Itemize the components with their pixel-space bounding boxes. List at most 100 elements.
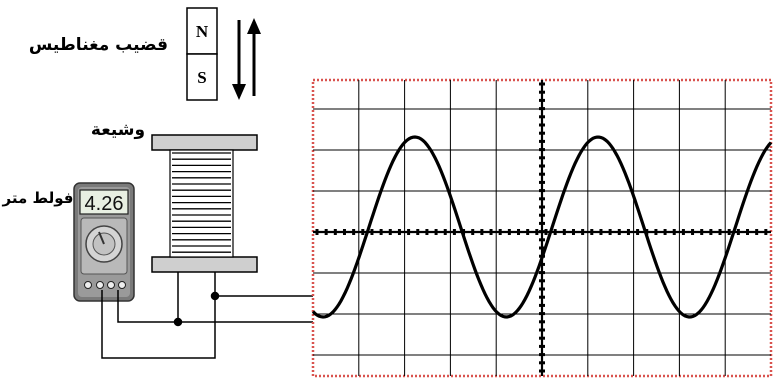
- wire-junction-right: [210, 291, 220, 301]
- axis-tick: [498, 229, 502, 235]
- voltmeter-display: [79, 189, 129, 215]
- axis-tick: [709, 229, 713, 235]
- axis-tick: [480, 229, 484, 235]
- axis-tick: [539, 361, 545, 365]
- up-arrow-icon: [247, 18, 261, 96]
- magnet-north-letter: N: [196, 22, 209, 41]
- axis-tick: [535, 229, 539, 235]
- axis-tick: [425, 229, 429, 235]
- coil: [151, 134, 258, 273]
- axis-tick: [324, 229, 328, 235]
- axis-tick: [539, 123, 545, 127]
- axis-tick: [755, 229, 759, 235]
- coil-label: وشيعة: [91, 120, 145, 140]
- axis-tick: [539, 82, 545, 86]
- axis-tick: [539, 238, 545, 242]
- axis-tick: [539, 246, 545, 250]
- axis-tick: [539, 336, 545, 340]
- axis-tick: [539, 180, 545, 184]
- voltmeter-terminals: [84, 281, 126, 289]
- axis-tick: [539, 221, 545, 225]
- axis-tick: [746, 229, 750, 235]
- axis-tick: [608, 229, 612, 235]
- wire-meter-b: [101, 290, 216, 359]
- axis-tick: [471, 229, 475, 235]
- axis-tick: [315, 229, 319, 235]
- axis-tick: [539, 295, 545, 299]
- magnet-label: قضيب مغناطيس: [29, 35, 168, 55]
- axis-tick: [764, 229, 768, 235]
- voltmeter-label: فولط متر: [2, 189, 74, 207]
- axis-tick: [544, 229, 548, 235]
- axis-tick: [727, 229, 731, 235]
- axis-tick: [539, 320, 545, 324]
- wire-junction-left: [173, 317, 183, 327]
- axis-tick: [489, 229, 493, 235]
- axis-tick: [416, 229, 420, 235]
- axis-tick: [539, 107, 545, 111]
- axis-tick: [539, 139, 545, 143]
- axis-tick: [539, 271, 545, 275]
- axis-tick: [691, 229, 695, 235]
- axis-tick: [654, 229, 658, 235]
- magnet-south-block: [186, 53, 218, 101]
- coil-core: [169, 149, 234, 258]
- coil-windings: [172, 152, 231, 253]
- axis-tick: [388, 229, 392, 235]
- axis-tick: [571, 229, 575, 235]
- axis-tick: [539, 189, 545, 193]
- axis-tick: [539, 287, 545, 291]
- axis-tick: [539, 131, 545, 135]
- axis-tick: [636, 229, 640, 235]
- axis-tick: [681, 229, 685, 235]
- axis-tick: [407, 229, 411, 235]
- axis-tick: [526, 229, 530, 235]
- down-arrow-icon: [232, 20, 246, 100]
- axis-tick: [626, 229, 630, 235]
- axis-tick: [539, 369, 545, 373]
- axis-tick: [539, 213, 545, 217]
- axis-tick: [539, 353, 545, 357]
- axis-tick: [539, 279, 545, 283]
- axis-tick: [517, 229, 521, 235]
- sine-wave-trace: [311, 135, 773, 319]
- coil-top-plate: [151, 134, 258, 151]
- axis-tick: [539, 344, 545, 348]
- axis-tick: [397, 229, 401, 235]
- axis-tick: [700, 229, 704, 235]
- axis-tick: [539, 115, 545, 119]
- axis-tick: [452, 229, 456, 235]
- axis-tick: [718, 229, 722, 235]
- axis-tick: [539, 90, 545, 94]
- axis-tick: [539, 172, 545, 176]
- axis-tick: [361, 229, 365, 235]
- axis-tick: [352, 229, 356, 235]
- axis-tick: [539, 328, 545, 332]
- axis-tick: [581, 229, 585, 235]
- axis-tick: [736, 229, 740, 235]
- oscilloscope: [311, 78, 773, 378]
- wires: [101, 272, 313, 359]
- axis-tick: [599, 229, 603, 235]
- axis-tick: [590, 229, 594, 235]
- oscilloscope-axes: [313, 80, 771, 376]
- axis-tick: [553, 229, 557, 235]
- axis-tick: [539, 312, 545, 316]
- axis-tick: [370, 229, 374, 235]
- axis-tick: [562, 229, 566, 235]
- axis-tick: [434, 229, 438, 235]
- voltmeter: 4.26: [73, 182, 135, 302]
- axis-tick: [539, 262, 545, 266]
- axis-tick: [539, 230, 545, 234]
- coil-bottom-plate: [151, 256, 258, 273]
- voltmeter-reading: 4.26: [85, 193, 124, 215]
- axis-tick: [333, 229, 337, 235]
- axis-tick: [539, 205, 545, 209]
- axis-tick: [443, 229, 447, 235]
- axis-tick: [539, 197, 545, 201]
- bar-magnet: N S: [186, 7, 218, 101]
- axis-tick: [539, 164, 545, 168]
- axis-tick: [672, 229, 676, 235]
- axis-tick: [539, 303, 545, 307]
